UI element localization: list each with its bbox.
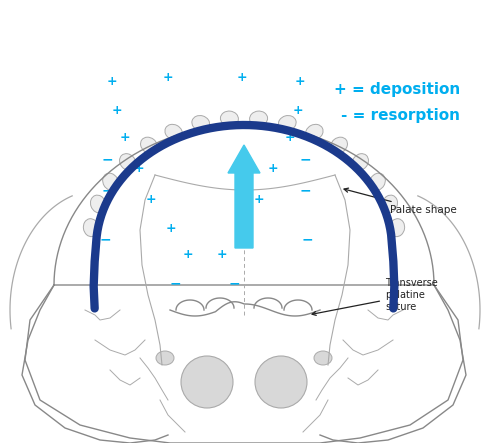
Text: Palate shape: Palate shape [344, 188, 457, 215]
Ellipse shape [305, 124, 323, 140]
Text: −: − [299, 183, 311, 198]
Text: −: − [170, 276, 182, 291]
Ellipse shape [389, 219, 405, 237]
Ellipse shape [369, 173, 386, 190]
Ellipse shape [181, 356, 233, 408]
Text: +: + [107, 75, 118, 89]
Text: +: + [146, 193, 157, 206]
Ellipse shape [330, 137, 347, 153]
Text: +: + [119, 131, 130, 144]
Ellipse shape [314, 351, 332, 365]
Text: +: + [217, 248, 227, 261]
Ellipse shape [221, 111, 239, 126]
Text: −: − [302, 232, 313, 246]
Text: −: − [299, 152, 311, 167]
Text: −: − [228, 276, 240, 291]
Ellipse shape [255, 356, 307, 408]
Ellipse shape [192, 116, 210, 131]
Text: +: + [285, 131, 296, 144]
Text: +: + [163, 71, 174, 84]
Text: +: + [295, 75, 305, 89]
Text: +: + [234, 222, 244, 235]
Text: + = deposition: + = deposition [334, 82, 460, 97]
Ellipse shape [165, 124, 183, 140]
Ellipse shape [83, 219, 99, 237]
Ellipse shape [249, 111, 267, 126]
Text: +: + [268, 162, 279, 175]
Text: −: − [102, 183, 113, 198]
Text: - = resorption: - = resorption [341, 108, 460, 123]
Ellipse shape [90, 195, 106, 213]
Ellipse shape [352, 154, 368, 171]
Text: +: + [183, 248, 193, 261]
Text: +: + [134, 162, 144, 175]
Ellipse shape [141, 137, 158, 153]
Ellipse shape [120, 154, 136, 171]
FancyArrow shape [228, 145, 260, 248]
Text: −: − [99, 232, 111, 246]
Text: +: + [112, 104, 122, 117]
Ellipse shape [278, 116, 296, 131]
Text: −: − [102, 152, 113, 167]
Text: +: + [292, 104, 303, 117]
Text: +: + [236, 71, 247, 84]
Text: Transverse
palatine
suture: Transverse palatine suture [312, 278, 438, 315]
Ellipse shape [156, 351, 174, 365]
Ellipse shape [382, 195, 398, 213]
Text: +: + [253, 193, 264, 206]
Ellipse shape [102, 173, 119, 190]
Text: +: + [165, 222, 176, 235]
